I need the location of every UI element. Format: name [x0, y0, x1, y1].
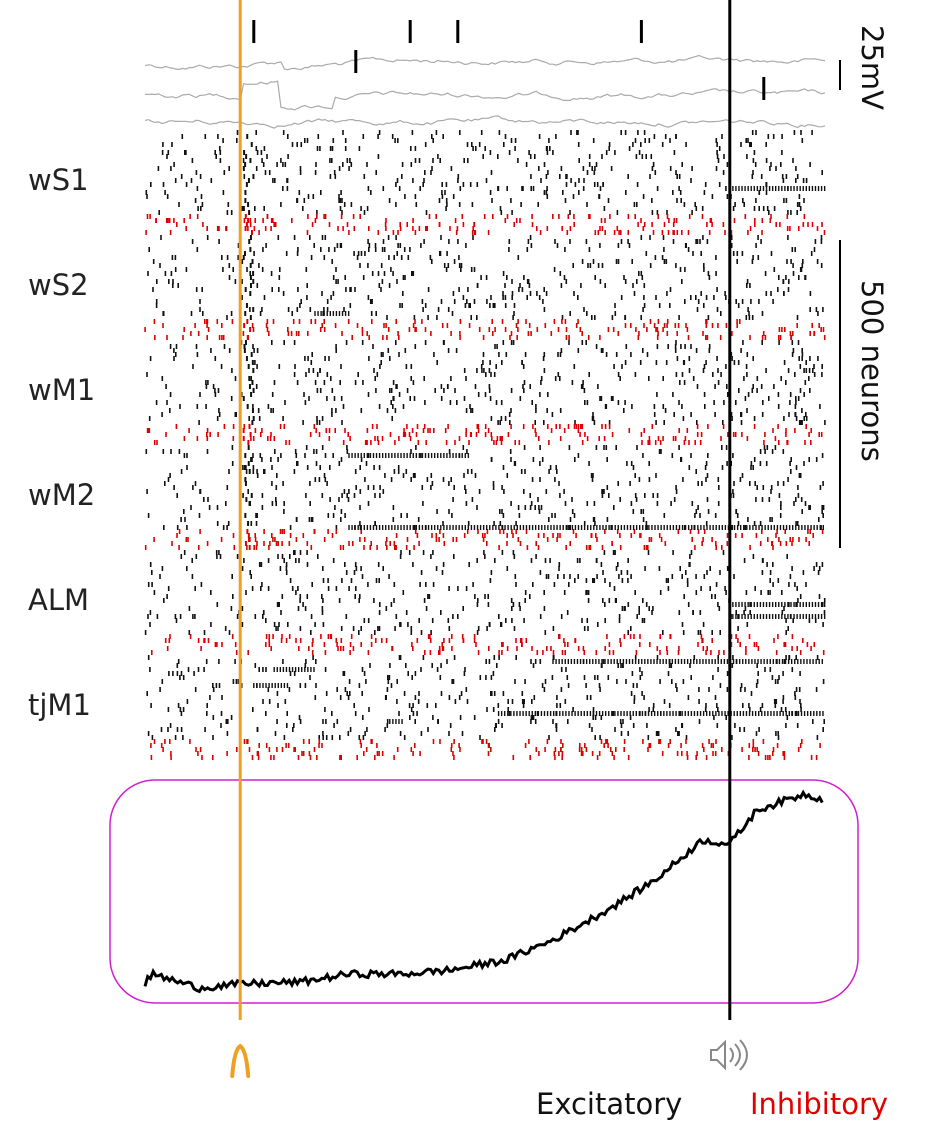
- voltage-scale-label: 25mV: [855, 25, 889, 110]
- area-label: ALM: [28, 583, 89, 617]
- area-label: wM1: [28, 373, 95, 407]
- vm-trace: [144, 54, 826, 71]
- whisker-stimulus-icon: [230, 1043, 251, 1078]
- membrane-potential-traces: [144, 20, 826, 129]
- legend-excitatory: Excitatory: [536, 1087, 682, 1121]
- area-label: wS2: [28, 268, 89, 302]
- spike-raster: [144, 130, 826, 760]
- population-box: [109, 779, 859, 1004]
- vm-trace: [144, 115, 826, 129]
- population-trace: [143, 789, 824, 994]
- area-label: tjM1: [28, 688, 91, 722]
- neurons-scale-label: 500 neurons: [855, 280, 889, 462]
- legend-inhibitory: Inhibitory: [750, 1087, 888, 1121]
- vm-trace: [144, 80, 826, 111]
- area-label: wS1: [28, 163, 89, 197]
- area-label: wM2: [28, 478, 95, 512]
- area-labels: wS1 wS2 wM1 wM2 ALM tjM1: [28, 163, 95, 722]
- speaker-icon: [710, 1039, 748, 1071]
